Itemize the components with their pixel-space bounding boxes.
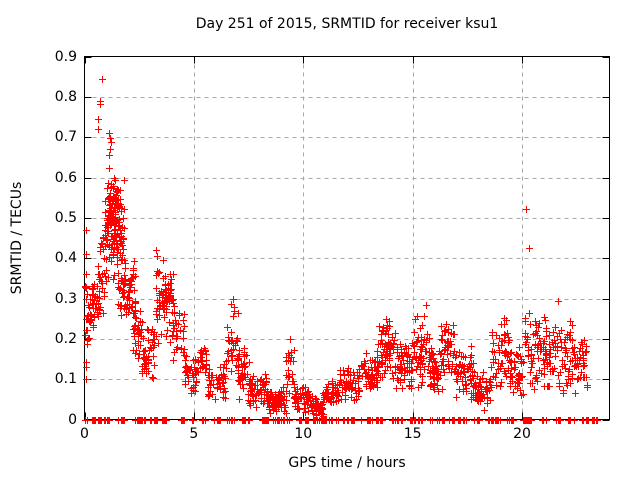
- y-tick-label: 0.8: [54, 88, 77, 105]
- x-axis-label: GPS time / hours: [288, 455, 406, 471]
- y-tick-label: 0.4: [54, 250, 77, 267]
- x-tick-label: 15: [403, 426, 422, 442]
- grid-lines: [84, 56, 610, 420]
- x-tick-label: 5: [189, 426, 199, 442]
- x-tick-label: 10: [294, 426, 313, 442]
- y-tick-label: 0.3: [54, 290, 77, 307]
- y-tick-label: 0.6: [54, 169, 77, 186]
- axis-ticks: [84, 56, 610, 421]
- y-tick-label: 0.7: [54, 129, 77, 146]
- y-tick-label: 0.1: [54, 371, 77, 388]
- y-tick-label: 0.5: [54, 209, 77, 226]
- plot-frame: [84, 56, 610, 420]
- x-tick-label: 20: [513, 426, 531, 442]
- x-tick-label: 0: [80, 426, 89, 442]
- chart-title: Day 251 of 2015, SRMTID for receiver ksu…: [195, 16, 499, 32]
- y-tick-label: 0.2: [54, 330, 77, 347]
- y-tick-label: 0: [68, 411, 77, 428]
- y-tick-label: 0.9: [54, 48, 77, 65]
- scatter-points: [82, 76, 601, 424]
